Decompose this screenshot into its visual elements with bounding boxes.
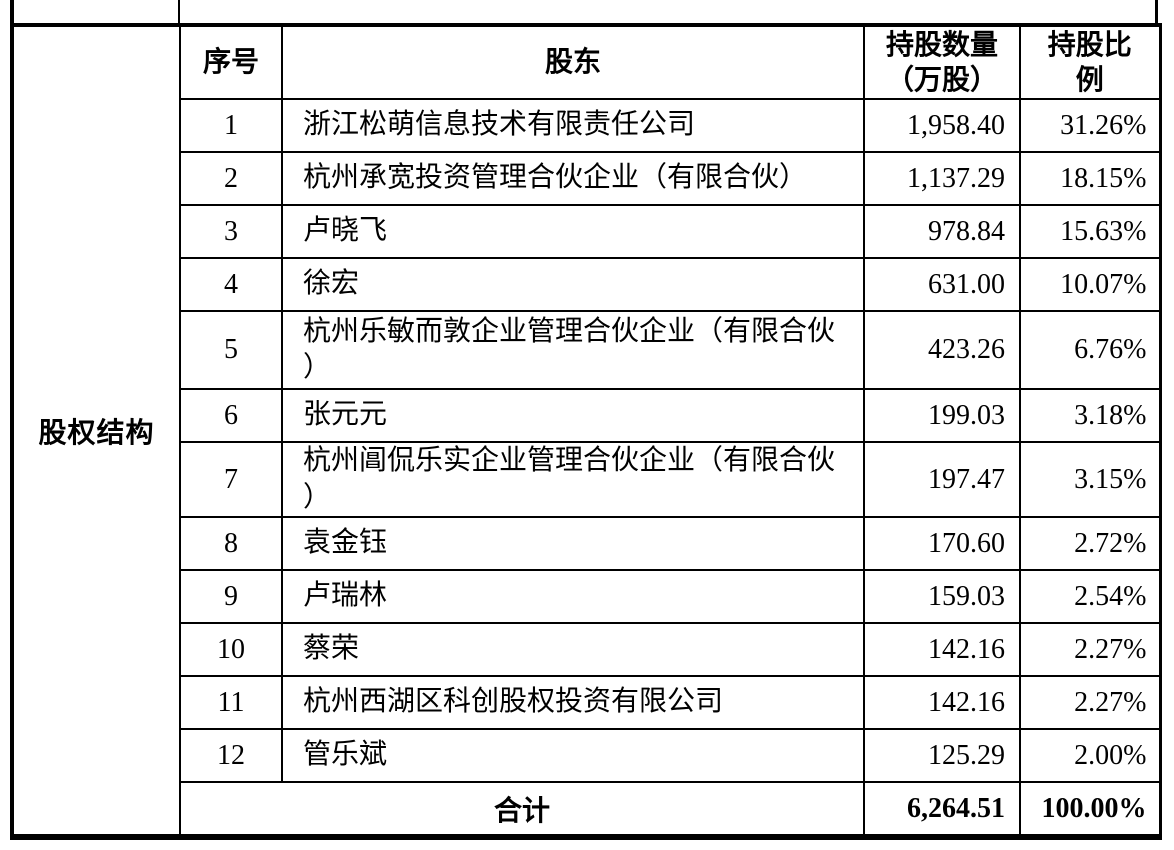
previous-row-fragment xyxy=(10,0,1158,23)
table-row: 7 杭州阊侃乐实企业管理合伙企业（有限合伙 ） 197.47 3.15% xyxy=(12,441,1161,518)
total-row: 合计 6,264.51 100.00% xyxy=(12,781,1161,838)
row-pct: 10.07% xyxy=(1019,257,1161,312)
row-shareholder: 卢瑞林 xyxy=(281,569,865,624)
row-no: 10 xyxy=(179,622,283,677)
total-pct: 100.00% xyxy=(1019,781,1161,838)
row-no: 5 xyxy=(179,310,283,390)
table-row: 11 杭州西湖区科创股权投资有限公司 142.16 2.27% xyxy=(12,675,1161,730)
row-shares: 159.03 xyxy=(863,569,1021,624)
row-pct: 2.00% xyxy=(1019,728,1161,783)
total-label: 合计 xyxy=(179,781,865,838)
row-pct: 31.26% xyxy=(1019,98,1161,153)
row-shareholder: 杭州乐敏而敦企业管理合伙企业（有限合伙 ） xyxy=(281,310,865,390)
row-shareholder: 徐宏 xyxy=(281,257,865,312)
row-no: 1 xyxy=(179,98,283,153)
row-no: 12 xyxy=(179,728,283,783)
row-shareholder: 管乐斌 xyxy=(281,728,865,783)
row-pct: 2.27% xyxy=(1019,675,1161,730)
table-divider xyxy=(178,0,180,23)
row-shares: 978.84 xyxy=(863,204,1021,259)
table-row: 9 卢瑞林 159.03 2.54% xyxy=(12,569,1161,624)
row-shareholder: 卢晓飞 xyxy=(281,204,865,259)
header-shares: 持股数量 （万股） xyxy=(863,24,1021,100)
row-no: 7 xyxy=(179,441,283,518)
row-shareholder: 张元元 xyxy=(281,388,865,443)
row-shares: 631.00 xyxy=(863,257,1021,312)
row-shareholder: 杭州承宽投资管理合伙企业（有限合伙） xyxy=(281,151,865,206)
row-shares: 1,958.40 xyxy=(863,98,1021,153)
row-shareholder: 杭州西湖区科创股权投资有限公司 xyxy=(281,675,865,730)
row-shares: 199.03 xyxy=(863,388,1021,443)
header-no: 序号 xyxy=(179,24,283,100)
table-header-row: 股权结构 序号 股东 持股数量 （万股） 持股比 例 xyxy=(11,24,1161,838)
row-shares: 142.16 xyxy=(863,622,1021,677)
row-pct: 3.15% xyxy=(1019,441,1161,518)
table-row: 3 卢晓飞 978.84 15.63% xyxy=(12,204,1161,259)
row-pct: 3.18% xyxy=(1019,388,1161,443)
table-row: 10 蔡荣 142.16 2.27% xyxy=(12,622,1161,677)
table-row: 2 杭州承宽投资管理合伙企业（有限合伙） 1,137.29 18.15% xyxy=(12,151,1161,206)
row-shareholder: 蔡荣 xyxy=(281,622,865,677)
row-pct: 6.76% xyxy=(1019,310,1161,390)
row-no: 6 xyxy=(179,388,283,443)
table-row: 1 浙江松萌信息技术有限责任公司 1,958.40 31.26% xyxy=(12,98,1161,153)
shareholding-table: 股权结构 序号 股东 持股数量 （万股） 持股比 例 1 浙江松萌信息技术有限责… xyxy=(10,23,1162,840)
row-shares: 423.26 xyxy=(863,310,1021,390)
row-no: 9 xyxy=(179,569,283,624)
row-pct: 2.27% xyxy=(1019,622,1161,677)
row-pct: 18.15% xyxy=(1019,151,1161,206)
header-shareholder: 股东 xyxy=(281,24,865,100)
section-label: 股权结构 xyxy=(11,24,181,838)
table-row: 5 杭州乐敏而敦企业管理合伙企业（有限合伙 ） 423.26 6.76% xyxy=(12,310,1161,390)
total-shares: 6,264.51 xyxy=(863,781,1021,838)
row-no: 4 xyxy=(179,257,283,312)
row-shareholder: 袁金钰 xyxy=(281,516,865,571)
row-no: 8 xyxy=(179,516,283,571)
table-row: 8 袁金钰 170.60 2.72% xyxy=(12,516,1161,571)
header-pct: 持股比 例 xyxy=(1019,24,1161,100)
row-shares: 125.29 xyxy=(863,728,1021,783)
row-shares: 170.60 xyxy=(863,516,1021,571)
row-pct: 2.54% xyxy=(1019,569,1161,624)
row-no: 11 xyxy=(179,675,283,730)
table-row: 4 徐宏 631.00 10.07% xyxy=(12,257,1161,312)
table-row: 12 管乐斌 125.29 2.00% xyxy=(12,728,1161,783)
row-no: 3 xyxy=(179,204,283,259)
row-shareholder: 杭州阊侃乐实企业管理合伙企业（有限合伙 ） xyxy=(281,441,865,518)
table-row: 6 张元元 199.03 3.18% xyxy=(12,388,1161,443)
row-pct: 15.63% xyxy=(1019,204,1161,259)
row-shareholder: 浙江松萌信息技术有限责任公司 xyxy=(281,98,865,153)
row-no: 2 xyxy=(179,151,283,206)
row-pct: 2.72% xyxy=(1019,516,1161,571)
row-shares: 142.16 xyxy=(863,675,1021,730)
row-shares: 197.47 xyxy=(863,441,1021,518)
row-shares: 1,137.29 xyxy=(863,151,1021,206)
